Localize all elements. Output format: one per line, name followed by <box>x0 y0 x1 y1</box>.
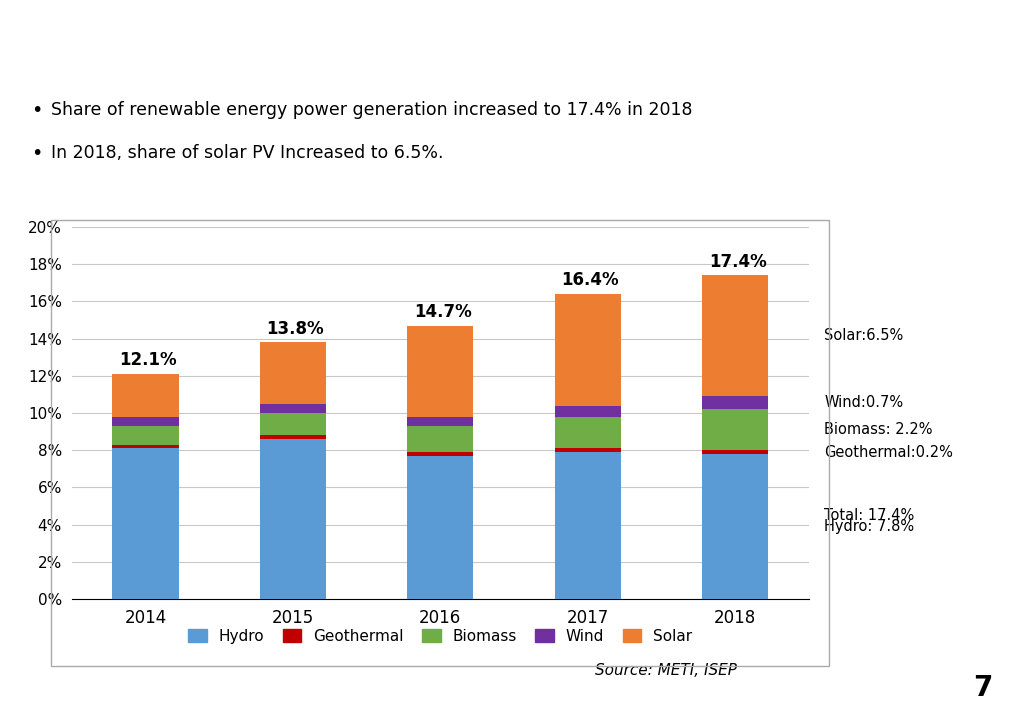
Bar <box>408 426 473 452</box>
Text: Solar:6.5%: Solar:6.5% <box>824 328 903 343</box>
Bar <box>702 396 768 409</box>
Bar <box>408 417 473 426</box>
Text: 16.4%: 16.4% <box>561 272 618 289</box>
Bar <box>113 417 178 426</box>
Bar <box>555 417 621 448</box>
Bar <box>260 403 326 413</box>
Text: Biomass: 2.2%: Biomass: 2.2% <box>824 423 933 437</box>
Bar <box>555 294 621 406</box>
Bar <box>113 445 178 448</box>
Text: 13.8%: 13.8% <box>266 320 324 337</box>
Text: •: • <box>31 101 42 120</box>
Bar <box>113 426 178 445</box>
Text: 12.1%: 12.1% <box>119 351 176 369</box>
Bar <box>260 439 326 599</box>
Bar <box>113 448 178 599</box>
Bar <box>408 456 473 599</box>
Text: Wind:0.7%: Wind:0.7% <box>824 395 903 411</box>
Bar <box>260 435 326 439</box>
Bar <box>702 450 768 454</box>
Bar <box>408 325 473 417</box>
Text: Geothermal:0.2%: Geothermal:0.2% <box>824 445 953 459</box>
Text: Share of renewable energy power generation increased to 17.4% in 2018: Share of renewable energy power generati… <box>51 101 692 119</box>
Text: 17.4%: 17.4% <box>709 252 766 271</box>
Bar <box>702 275 768 396</box>
Bar <box>113 374 178 417</box>
Text: Hydro: 7.8%: Hydro: 7.8% <box>824 519 914 534</box>
Legend: Hydro, Geothermal, Biomass, Wind, Solar: Hydro, Geothermal, Biomass, Wind, Solar <box>188 629 692 644</box>
Bar <box>555 406 621 417</box>
Text: 14.7%: 14.7% <box>414 303 471 321</box>
Bar <box>260 413 326 435</box>
Bar <box>555 452 621 599</box>
Text: Total: 17.4%: Total: 17.4% <box>824 508 914 523</box>
Text: Trends of Renewable Electricity Supply in Japan: Trends of Renewable Electricity Supply i… <box>23 30 842 60</box>
Text: In 2018, share of solar PV Increased to 6.5%.: In 2018, share of solar PV Increased to … <box>51 145 443 162</box>
Bar <box>408 452 473 456</box>
Bar <box>260 342 326 403</box>
Text: Source: METI, ISEP: Source: METI, ISEP <box>595 662 737 678</box>
Text: 7: 7 <box>974 674 992 702</box>
Bar <box>702 454 768 599</box>
Bar <box>555 448 621 452</box>
Text: •: • <box>31 144 42 163</box>
Bar <box>702 409 768 450</box>
